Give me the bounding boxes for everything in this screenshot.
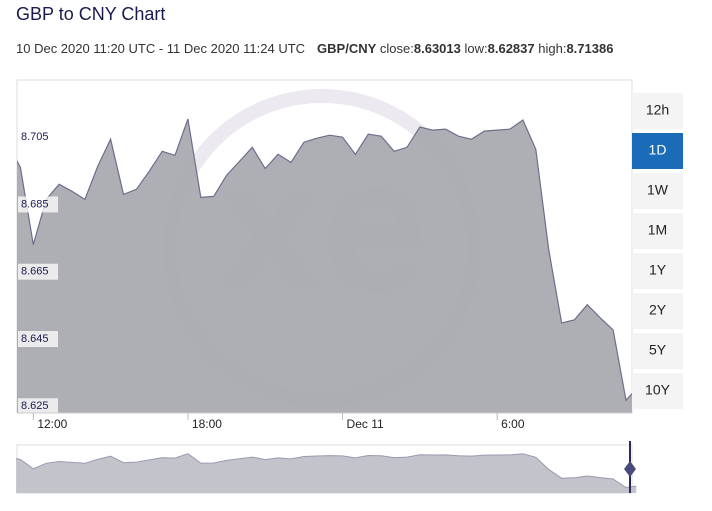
- range-button-label: 1M: [648, 222, 667, 238]
- navigator-area: [16, 453, 637, 493]
- range-button[interactable]: 1M: [632, 213, 683, 249]
- range-button-bg: [632, 93, 683, 129]
- range-button[interactable]: 1Y: [632, 253, 683, 289]
- range-button-label: 1D: [649, 142, 667, 158]
- range-button-bg: [632, 133, 683, 169]
- y-tick-label: 8.645: [21, 333, 49, 345]
- navigator-line: [15, 453, 637, 489]
- y-tick-label: 8.705: [21, 131, 49, 143]
- range-button[interactable]: 10Y: [632, 373, 683, 409]
- stat-value: 8.62837: [487, 41, 535, 56]
- range-button[interactable]: 1W: [632, 173, 683, 209]
- range-button-bg: [632, 173, 683, 209]
- range-button-bg: [632, 293, 683, 329]
- stat-label: low:: [464, 41, 488, 56]
- x-tick-label: 18:00: [192, 417, 222, 431]
- stat-value: 8.71386: [566, 41, 614, 56]
- price-area: [17, 119, 632, 413]
- stat-label: close:: [379, 41, 414, 56]
- stat-value: 8.63013: [413, 41, 461, 56]
- y-tick-bg: [18, 196, 58, 213]
- stats: close:8.63013 low:8.62837 high:8.71386: [380, 41, 614, 56]
- range-button[interactable]: 2Y: [632, 293, 683, 329]
- y-tick-bg: [18, 263, 58, 280]
- range-button[interactable]: 5Y: [632, 333, 683, 369]
- y-tick-bg: [18, 398, 58, 415]
- chart-title: GBP to CNY Chart: [16, 4, 166, 24]
- range-button-label: 12h: [646, 102, 669, 118]
- y-tick-bg: [18, 129, 58, 146]
- range-button-bg: [632, 213, 683, 249]
- y-tick-label: 8.685: [21, 198, 49, 210]
- range-button-bg: [632, 253, 683, 289]
- x-tick-label: Dec 11: [347, 417, 384, 431]
- navigator-handle: [624, 461, 636, 477]
- range-button-label: 10Y: [645, 382, 671, 398]
- range-button-label: 1W: [647, 182, 669, 198]
- range-button-bg: [632, 333, 683, 369]
- stat-label: high:: [538, 41, 567, 56]
- y-tick-label: 8.665: [21, 266, 49, 278]
- range-button[interactable]: 12h: [632, 93, 683, 129]
- pair: GBP/CNY: [317, 41, 377, 56]
- subtitle: 10 Dec 2020 11:20 UTC - 11 Dec 2020 11:2…: [16, 41, 613, 56]
- range-button-label: 1Y: [649, 262, 667, 278]
- range-button[interactable]: 1D: [632, 133, 683, 169]
- date-range: 10 Dec 2020 11:20 UTC - 11 Dec 2020 11:2…: [16, 41, 306, 56]
- range-button-label: 2Y: [649, 302, 667, 318]
- y-tick-label: 8.625: [21, 400, 49, 412]
- range-button-bg: [632, 373, 683, 409]
- x-tick-label: 6:00: [501, 417, 525, 431]
- y-tick-bg: [18, 331, 58, 347]
- x-tick-label: 12:00: [37, 417, 67, 431]
- price-line: [17, 118, 632, 402]
- range-button-label: 5Y: [649, 342, 667, 358]
